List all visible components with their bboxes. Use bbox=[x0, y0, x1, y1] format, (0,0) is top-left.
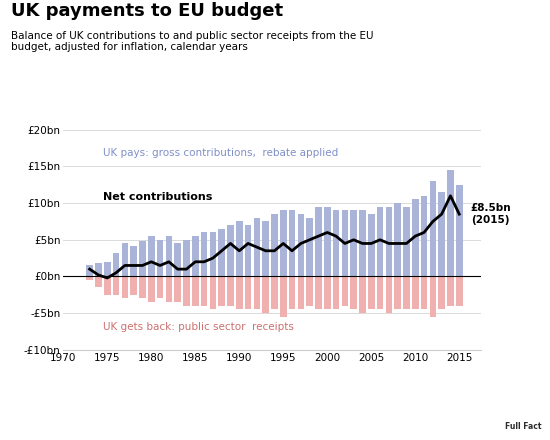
Bar bbox=[86, 276, 93, 280]
Bar bbox=[157, 276, 163, 298]
Text: UK payments to EU budget: UK payments to EU budget bbox=[11, 2, 283, 20]
Bar bbox=[377, 207, 383, 276]
Bar bbox=[447, 276, 454, 306]
Bar bbox=[412, 276, 419, 309]
Bar bbox=[95, 276, 102, 287]
Bar bbox=[271, 276, 278, 309]
Text: £8.5bn
(2015): £8.5bn (2015) bbox=[471, 203, 512, 225]
Bar bbox=[333, 276, 339, 309]
Bar bbox=[280, 210, 287, 276]
Bar bbox=[324, 276, 331, 309]
Bar bbox=[201, 232, 207, 276]
Bar bbox=[421, 196, 427, 276]
Bar bbox=[210, 232, 216, 276]
Text: UK gets back: public sector  receipts: UK gets back: public sector receipts bbox=[103, 322, 294, 332]
Bar bbox=[403, 207, 410, 276]
Bar bbox=[218, 276, 225, 306]
Bar bbox=[289, 276, 295, 309]
Bar bbox=[95, 263, 102, 276]
Bar bbox=[139, 276, 146, 298]
Bar bbox=[333, 210, 339, 276]
Bar bbox=[192, 236, 199, 276]
Bar bbox=[315, 276, 322, 309]
Bar bbox=[122, 276, 128, 298]
Bar bbox=[148, 276, 155, 302]
Bar bbox=[342, 276, 348, 306]
Bar bbox=[315, 207, 322, 276]
Bar bbox=[456, 185, 463, 276]
Text: Full Fact: Full Fact bbox=[505, 422, 542, 431]
Bar bbox=[456, 276, 463, 306]
Bar bbox=[254, 276, 260, 309]
Bar bbox=[201, 276, 207, 306]
Bar bbox=[386, 276, 392, 313]
Bar bbox=[104, 276, 111, 295]
Bar bbox=[245, 225, 251, 276]
Bar bbox=[350, 210, 357, 276]
Bar bbox=[430, 276, 436, 317]
Bar bbox=[359, 210, 366, 276]
Bar bbox=[430, 181, 436, 276]
Bar bbox=[227, 225, 234, 276]
Bar bbox=[148, 236, 155, 276]
Bar bbox=[324, 207, 331, 276]
Bar bbox=[350, 276, 357, 309]
Text: Balance of UK contributions to and public sector receipts from the EU
budget, ad: Balance of UK contributions to and publi… bbox=[11, 31, 373, 52]
Bar bbox=[438, 192, 445, 276]
Bar bbox=[377, 276, 383, 309]
Bar bbox=[113, 276, 119, 295]
Bar bbox=[280, 276, 287, 317]
Bar bbox=[359, 276, 366, 313]
Bar bbox=[438, 276, 445, 309]
Text: Source:: Source: bbox=[11, 381, 53, 390]
Bar bbox=[254, 218, 260, 276]
Bar bbox=[368, 214, 375, 276]
Bar bbox=[262, 276, 269, 313]
Bar bbox=[306, 218, 313, 276]
Bar bbox=[298, 214, 304, 276]
Bar bbox=[262, 221, 269, 276]
Bar bbox=[183, 276, 190, 306]
Bar bbox=[139, 241, 146, 276]
Bar bbox=[122, 243, 128, 276]
Text: Net contributions: Net contributions bbox=[103, 192, 212, 202]
Bar bbox=[166, 276, 172, 302]
Bar bbox=[412, 199, 419, 276]
Bar bbox=[306, 276, 313, 306]
Bar bbox=[447, 170, 454, 276]
Bar bbox=[218, 229, 225, 276]
Bar bbox=[289, 210, 295, 276]
Bar bbox=[192, 276, 199, 306]
Bar bbox=[236, 276, 243, 309]
Bar bbox=[210, 276, 216, 309]
Bar bbox=[183, 240, 190, 276]
Bar bbox=[227, 276, 234, 306]
Bar bbox=[342, 210, 348, 276]
Text: UK pays: gross contributions,  rebate applied: UK pays: gross contributions, rebate app… bbox=[103, 148, 338, 158]
Bar bbox=[104, 262, 111, 276]
Bar bbox=[368, 276, 375, 309]
Bar bbox=[130, 276, 137, 295]
Bar bbox=[174, 243, 181, 276]
Bar bbox=[386, 207, 392, 276]
Bar bbox=[166, 236, 172, 276]
Bar bbox=[394, 276, 401, 309]
Bar bbox=[130, 246, 137, 276]
Bar bbox=[403, 276, 410, 309]
Bar bbox=[421, 276, 427, 309]
Text: HM Treasury European Union Finances 2015, House of Commons Library
analysis and : HM Treasury European Union Finances 2015… bbox=[63, 381, 420, 402]
Bar bbox=[157, 240, 163, 276]
Polygon shape bbox=[476, 367, 550, 440]
Bar bbox=[86, 265, 93, 276]
Bar bbox=[113, 253, 119, 276]
Bar bbox=[271, 214, 278, 276]
Bar bbox=[236, 221, 243, 276]
Bar bbox=[245, 276, 251, 309]
Bar bbox=[298, 276, 304, 309]
Bar bbox=[394, 203, 401, 276]
Bar bbox=[174, 276, 181, 302]
